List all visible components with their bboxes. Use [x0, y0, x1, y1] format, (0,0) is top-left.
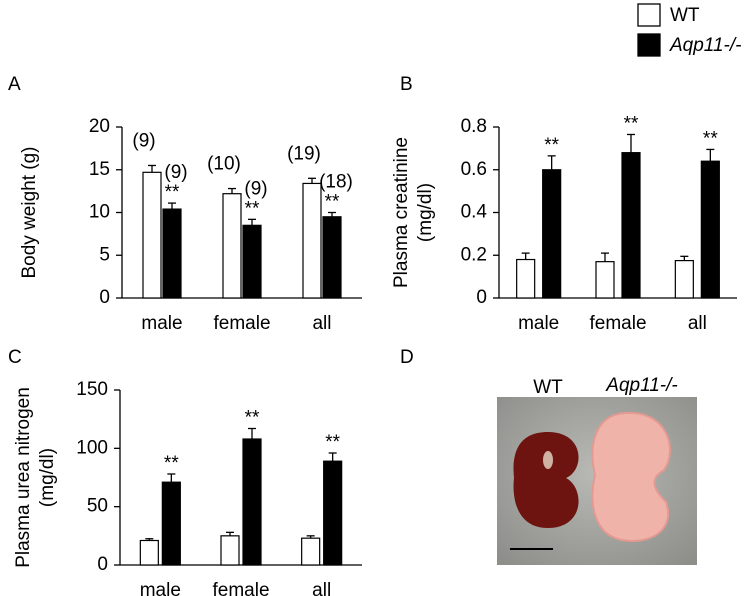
bar: [302, 182, 322, 299]
n-label: (9): [132, 130, 155, 151]
bar: [323, 460, 343, 566]
bar: [542, 169, 562, 299]
n-label: (9): [244, 178, 267, 199]
y-tick-label: 10: [89, 202, 110, 223]
bar: [322, 216, 342, 299]
significance: **: [245, 408, 260, 429]
significance: **: [164, 453, 179, 474]
y-tick-label: 0.6: [461, 159, 487, 180]
significance: **: [544, 135, 559, 156]
significance: **: [325, 192, 340, 213]
n-label: (9): [164, 162, 187, 183]
y-axis-label: (mg/dl): [415, 183, 436, 242]
kidney-wt: [513, 432, 579, 528]
significance: **: [165, 182, 180, 203]
x-tick-label: all: [312, 313, 331, 334]
y-tick-label: 150: [76, 379, 108, 400]
significance: **: [624, 113, 639, 134]
n-label: (10): [207, 154, 241, 175]
y-tick-label: 20: [89, 116, 110, 137]
bar: [242, 224, 262, 299]
y-tick-label: 0: [99, 287, 110, 308]
image-label: Aqp11-/-: [605, 375, 677, 396]
legend-label: Aqp11-/-: [669, 35, 741, 56]
x-tick-label: all: [688, 313, 707, 334]
bar: [222, 193, 242, 299]
y-tick-label: 0: [97, 554, 108, 575]
bar: [142, 171, 162, 299]
y-axis-label: Body weight (g): [19, 146, 40, 278]
x-tick-label: female: [589, 313, 646, 334]
y-tick-label: 0: [476, 287, 487, 308]
image-label: WT: [533, 377, 563, 398]
bar: [595, 261, 615, 299]
bar: [139, 539, 159, 566]
x-tick-label: male: [140, 580, 181, 596]
y-tick-label: 0.8: [461, 116, 487, 137]
kidney-ko: [591, 411, 671, 542]
x-tick-label: female: [212, 580, 269, 596]
bar: [301, 537, 321, 566]
n-label: (19): [287, 143, 321, 164]
y-tick-label: 15: [89, 159, 110, 180]
panel-label: A: [8, 74, 21, 95]
legend-label: WT: [670, 5, 700, 26]
x-tick-label: all: [312, 580, 331, 596]
x-tick-label: male: [141, 313, 182, 334]
y-axis-label: Plasma urea nitrogen: [13, 387, 34, 568]
bar: [161, 481, 181, 566]
bar: [162, 208, 182, 299]
significance: **: [325, 432, 340, 453]
panel-label: C: [8, 347, 22, 368]
n-label: (18): [319, 172, 353, 193]
y-tick-label: 0.4: [461, 202, 488, 223]
y-axis-label: Plasma creatinine: [391, 137, 412, 288]
legend-swatch: [637, 33, 661, 57]
significance: **: [703, 128, 718, 149]
bar: [220, 535, 240, 566]
x-tick-label: male: [518, 313, 559, 334]
bar: [242, 438, 262, 566]
bar: [674, 259, 694, 299]
x-tick-label: female: [213, 313, 270, 334]
bar: [700, 160, 720, 299]
panel-label: D: [400, 347, 414, 368]
y-tick-label: 50: [87, 496, 108, 517]
y-tick-label: 100: [76, 437, 108, 458]
panel-label: B: [400, 74, 413, 95]
bar: [516, 258, 536, 299]
legend-swatch: [637, 3, 661, 27]
significance: **: [245, 198, 260, 219]
y-tick-label: 5: [99, 244, 110, 265]
y-tick-label: 0.2: [461, 244, 487, 265]
highlight: [543, 451, 553, 469]
y-axis-label: (mg/dl): [37, 448, 58, 507]
bar: [621, 152, 641, 299]
